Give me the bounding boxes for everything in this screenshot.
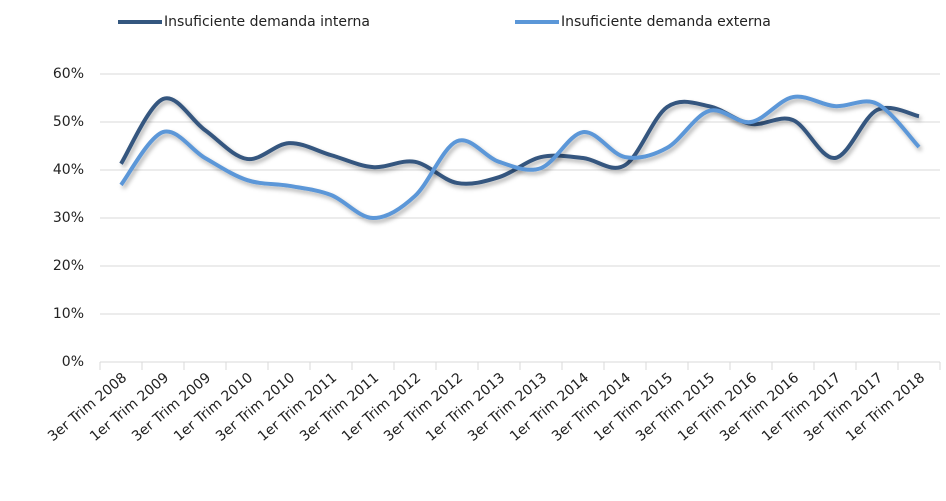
y-tick-label: 60% <box>53 66 84 82</box>
y-tick-label: 50% <box>53 114 84 130</box>
legend-label: Insuficiente demanda interna <box>164 14 370 30</box>
line <box>119 94 921 221</box>
y-tick-label: 10% <box>53 306 84 322</box>
y-tick-label: 20% <box>53 258 84 274</box>
y-tick-label: 0% <box>62 354 84 370</box>
line <box>119 96 920 186</box>
y-tick-label: 30% <box>53 210 84 226</box>
legend-label: Insuficiente demanda externa <box>561 14 771 30</box>
y-tick-label: 40% <box>53 162 84 178</box>
